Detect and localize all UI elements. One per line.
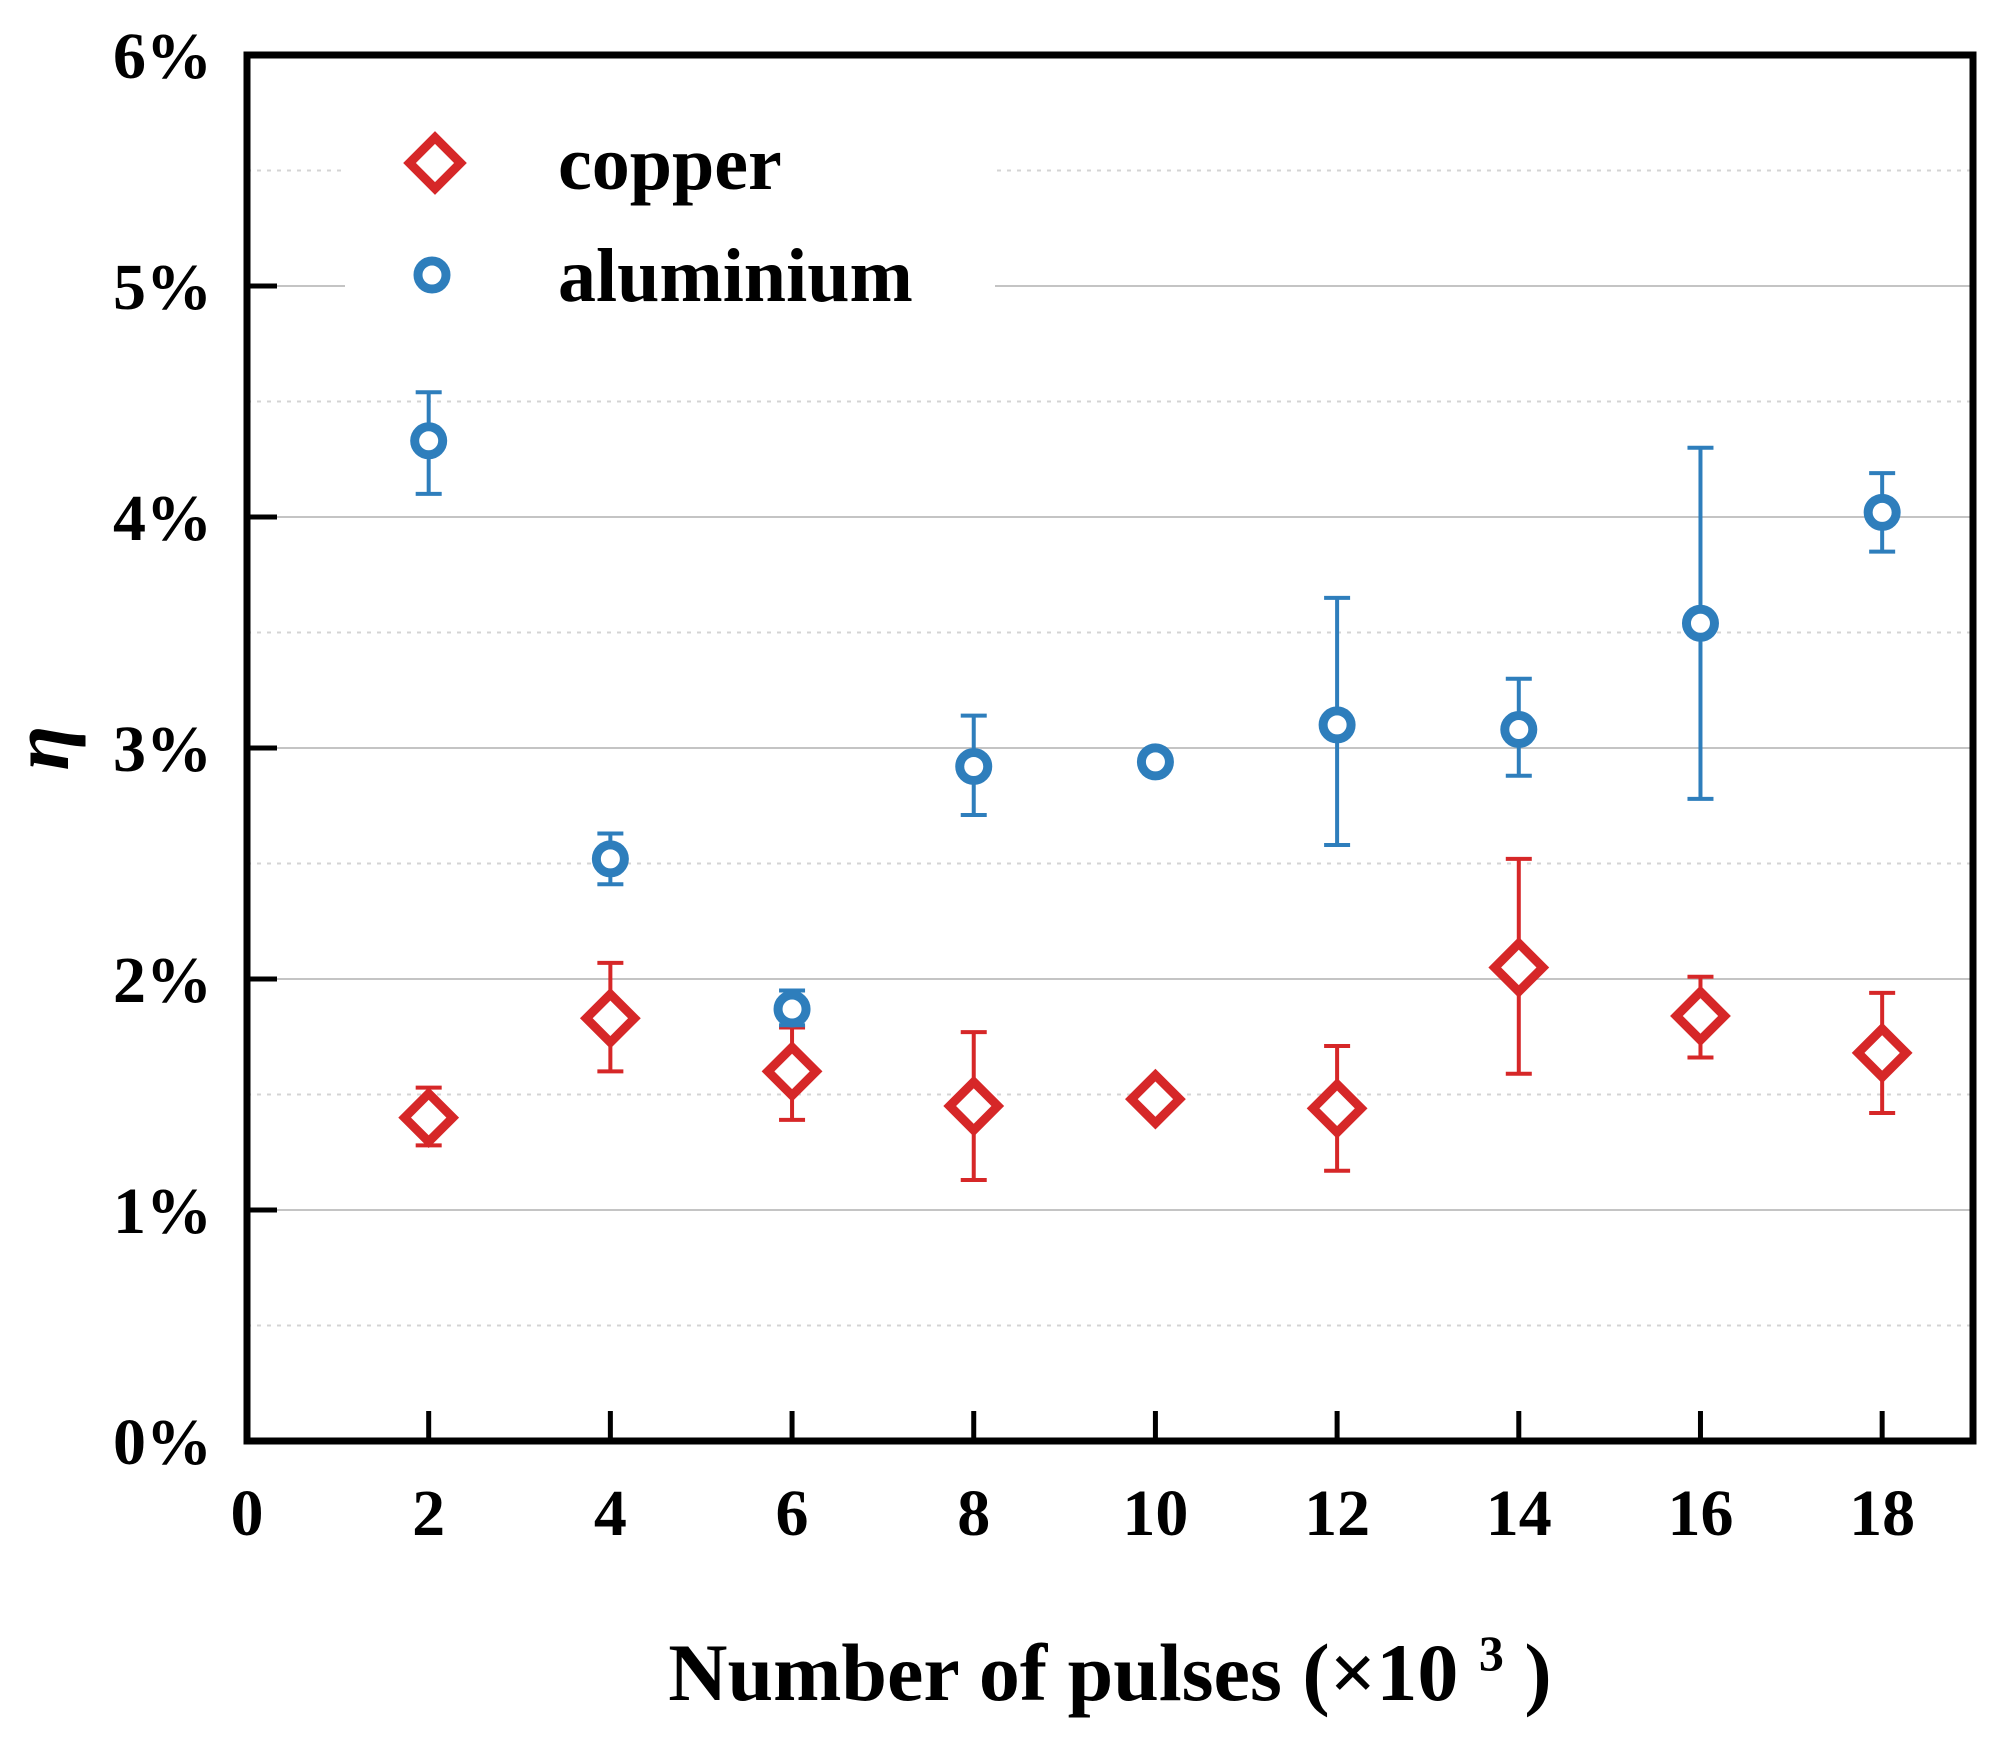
y-tick-label: 5% xyxy=(113,251,212,324)
data-point-aluminium xyxy=(1863,493,1901,531)
data-point-aluminium xyxy=(1136,743,1174,781)
x-tick-label: 12 xyxy=(1304,1477,1370,1550)
x-axis-title-text: Number of pulses (×10 xyxy=(668,1627,1458,1718)
data-point-copper xyxy=(1488,937,1550,998)
x-tick-label: 16 xyxy=(1667,1477,1733,1550)
data-point-aluminium xyxy=(1318,706,1356,744)
y-tick-label: 2% xyxy=(113,944,212,1017)
data-point-copper xyxy=(1306,1077,1368,1139)
x-tick-label: 10 xyxy=(1122,1477,1188,1550)
y-tick-label: 6% xyxy=(113,20,212,93)
y-tick-label: 1% xyxy=(113,1175,212,1248)
x-axis-title: Number of pulses (×10 3 ) xyxy=(668,1597,1551,1718)
data-point-aluminium xyxy=(1681,604,1719,642)
x-axis-title-superscript: 3 xyxy=(1479,1625,1504,1681)
y-axis-title: η xyxy=(0,725,86,770)
x-tick-label: 6 xyxy=(776,1477,809,1550)
data-point-copper xyxy=(398,1087,460,1149)
data-point-copper xyxy=(579,987,641,1049)
x-tick-label: 8 xyxy=(957,1477,990,1550)
legend-marker-aluminium xyxy=(413,256,451,294)
data-point-copper xyxy=(1670,985,1731,1047)
y-tick-label: 4% xyxy=(113,482,212,555)
data-point-aluminium xyxy=(773,990,811,1028)
plot-frame xyxy=(243,51,1977,1445)
x-tick-label: 14 xyxy=(1486,1477,1552,1550)
legend-marker-copper xyxy=(403,131,467,195)
data-point-aluminium xyxy=(955,747,993,785)
legend-label-copper: copper xyxy=(558,122,782,206)
x-tick-label: 2 xyxy=(412,1477,445,1550)
y-tick-label: 3% xyxy=(113,713,212,786)
data-point-aluminium xyxy=(591,840,629,878)
y-tick-label: 0% xyxy=(113,1406,212,1479)
tick-labels: 0% 1% 2% 3% 4% 5% 6% 0 2 4 6 8 10 12 14 16 18 xyxy=(113,20,1915,1550)
x-axis-title-close: ) xyxy=(1524,1627,1551,1718)
data-point-copper xyxy=(1125,1068,1186,1130)
x-tick-label: 0 xyxy=(231,1477,264,1550)
data-markers xyxy=(398,422,1913,1149)
data-point-copper xyxy=(1851,1022,1913,1084)
legend-background xyxy=(345,110,995,330)
legend: copper aluminium xyxy=(345,110,995,330)
data-point-copper xyxy=(943,1075,1005,1137)
data-point-aluminium xyxy=(410,422,448,460)
grid xyxy=(247,169,1973,1327)
legend-label-aluminium: aluminium xyxy=(558,234,913,318)
x-tick-label: 18 xyxy=(1849,1477,1915,1550)
x-tick-label: 4 xyxy=(594,1477,627,1550)
data-point-aluminium xyxy=(1500,711,1538,749)
data-point-copper xyxy=(761,1040,823,1102)
